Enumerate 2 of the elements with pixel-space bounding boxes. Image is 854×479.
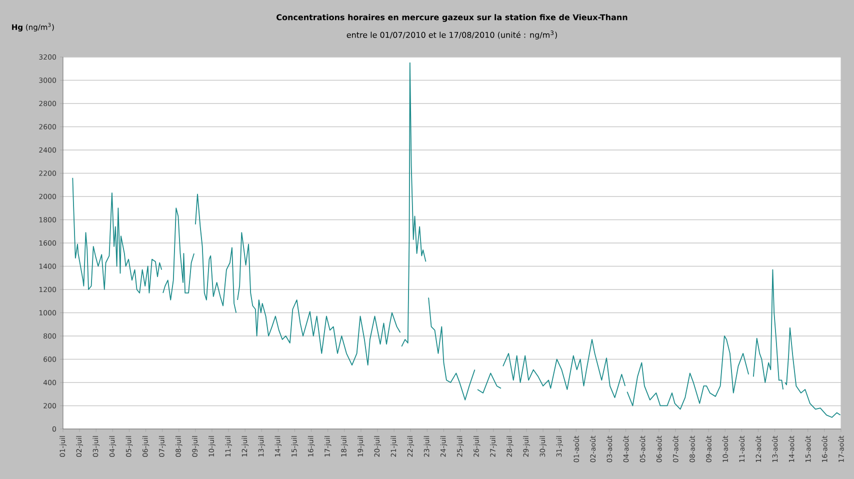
chart-subtitle: entre le 01/07/2010 et le 17/08/2010 (unité : ng/m$^{3}$) <box>346 30 557 40</box>
chart-title: Concentrations horaires en mercure gazeux sur la station fixe de Vieux-Thann <box>276 14 628 22</box>
